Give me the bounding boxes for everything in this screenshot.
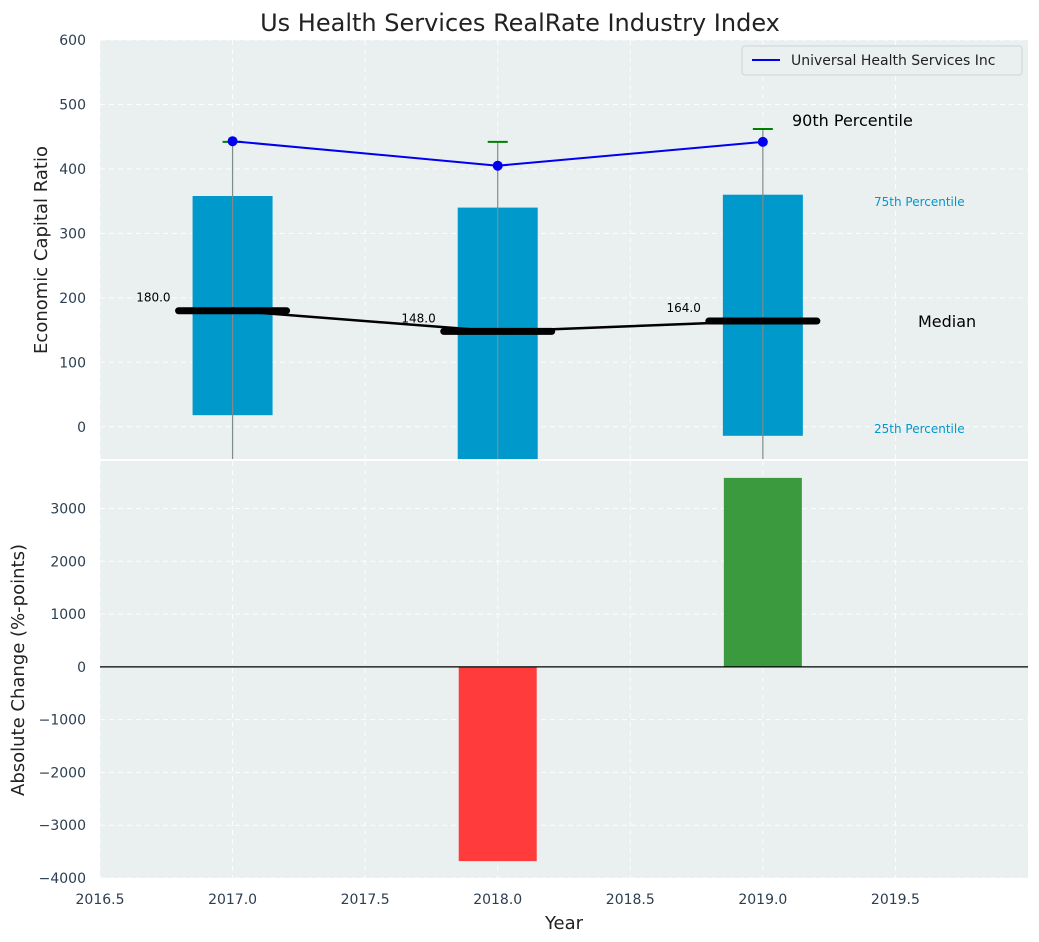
bottom-y-tick-label: −2000 (39, 765, 86, 781)
bottom-y-tick-label: −3000 (39, 818, 86, 834)
top-y-tick-label: 400 (59, 162, 86, 178)
p25-annotation: 25th Percentile (874, 422, 965, 436)
bottom-plot-marks (100, 477, 1028, 862)
change-bar (723, 477, 802, 667)
top-y-tick-label: 200 (59, 291, 86, 307)
top-plot-marks: 180.0 148.0 164.0 (136, 127, 821, 459)
change-bar (458, 666, 537, 862)
x-tick-label: 2018.5 (606, 892, 655, 908)
x-tick-label: 2017.0 (208, 892, 257, 908)
company-series-point (492, 160, 503, 171)
p90-annotation: 90th Percentile (792, 111, 913, 130)
bottom-y-tick-label: 1000 (50, 607, 86, 623)
x-tick-label: 2017.5 (341, 892, 390, 908)
top-y-tick-label: 500 (59, 97, 86, 113)
axis-ticks: 0 100 200 300 400 500 600 −4000 −3000 −2000 −1000 0… (39, 33, 920, 908)
top-y-axis-label: Economic Capital Ratio (31, 146, 52, 354)
bottom-y-tick-label: 0 (77, 660, 86, 676)
bottom-y-tick-label: 3000 (50, 502, 86, 518)
bottom-y-tick-label: −1000 (39, 713, 86, 729)
chart-title: Us Health Services RealRate Industry Ind… (260, 9, 780, 37)
company-series-point (227, 136, 238, 147)
top-y-tick-label: 600 (59, 33, 86, 49)
median-value-label: 164.0 (666, 301, 700, 315)
bottom-plot-background (100, 461, 1028, 878)
top-y-tick-label: 0 (77, 420, 86, 436)
x-tick-label: 2016.5 (76, 892, 125, 908)
top-y-tick-label: 300 (59, 226, 86, 242)
legend: Universal Health Services Inc (741, 45, 1023, 76)
x-tick-label: 2018.0 (473, 892, 522, 908)
bottom-y-tick-label: −4000 (39, 871, 86, 887)
x-tick-label: 2019.5 (871, 892, 920, 908)
median-value-label: 148.0 (401, 311, 435, 325)
x-axis-label: Year (544, 913, 584, 934)
company-series-point (757, 136, 768, 147)
median-annotation: Median (918, 312, 976, 331)
legend-box (741, 45, 1023, 76)
median-value-label: 180.0 (136, 291, 170, 305)
p75-annotation: 75th Percentile (874, 195, 965, 209)
legend-label-universal-health-services-inc: Universal Health Services Inc (791, 53, 995, 69)
bottom-y-axis-label: Absolute Change (%-points) (8, 544, 29, 796)
x-tick-label: 2019.0 (738, 892, 787, 908)
top-y-tick-label: 100 (59, 355, 86, 371)
bottom-y-tick-label: 2000 (50, 554, 86, 570)
